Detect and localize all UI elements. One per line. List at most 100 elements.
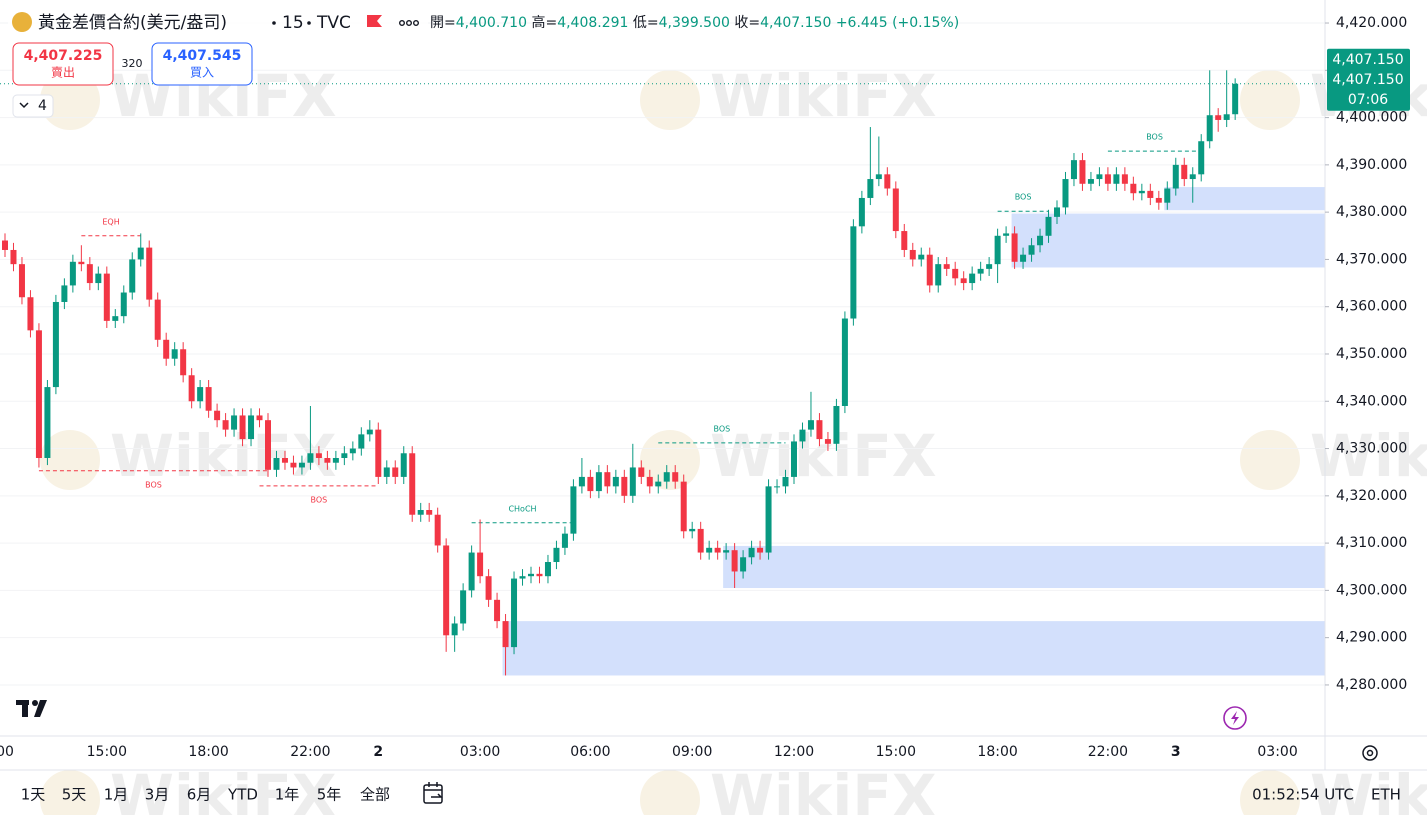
candle-body xyxy=(273,457,280,470)
header: 黃金差價合約(美元/盎司) 15 TVC 開=4,400.710 高=4,408… xyxy=(8,6,959,118)
candle-body xyxy=(892,188,899,232)
candle-body xyxy=(434,514,441,546)
flag-icon[interactable] xyxy=(367,15,382,27)
exchange[interactable]: TVC xyxy=(316,13,351,33)
range-button[interactable]: 3月 xyxy=(145,786,170,804)
candle-body xyxy=(205,387,212,411)
indicators-toggle[interactable] xyxy=(12,94,54,118)
candle-body xyxy=(986,264,993,269)
tv-logo xyxy=(16,700,47,717)
structure-label: EQH xyxy=(102,217,119,226)
range-button[interactable]: 1天 xyxy=(21,786,46,804)
range-button[interactable]: 1月 xyxy=(104,786,129,804)
candle-body xyxy=(621,476,628,496)
clock[interactable]: 01:52:54 UTC xyxy=(1252,786,1354,804)
candle-body xyxy=(1121,174,1128,184)
candle-body xyxy=(188,375,195,402)
x-tick-label: 22:00 xyxy=(1088,744,1128,760)
candle-body xyxy=(850,226,857,319)
candle-body xyxy=(1045,216,1052,236)
range-button[interactable]: 全部 xyxy=(360,786,390,804)
candle-body xyxy=(697,528,704,553)
watermark: WikiFX xyxy=(110,422,337,490)
candle-body xyxy=(1037,235,1044,246)
separator xyxy=(272,21,276,25)
spread: 320 xyxy=(122,57,143,70)
watermark-logo xyxy=(640,430,700,490)
y-tick-label: 4,350.000 xyxy=(1336,346,1407,362)
symbol-icon xyxy=(12,12,32,32)
candle-body xyxy=(807,420,814,430)
x-tick-label: 15:00 xyxy=(876,744,916,760)
candle-body xyxy=(935,264,942,286)
watermark-logo xyxy=(640,70,700,130)
buy-button[interactable] xyxy=(151,42,253,86)
candle-body xyxy=(1113,174,1120,184)
candle-body xyxy=(731,550,738,572)
candle-body xyxy=(307,453,314,463)
candle-body xyxy=(528,573,534,577)
symbol[interactable]: 黃金差價合約(美元/盎司) xyxy=(38,13,227,33)
range-button[interactable]: 5天 xyxy=(62,786,87,804)
y-tick-label: 4,360.000 xyxy=(1336,299,1407,315)
candle-body xyxy=(502,621,509,648)
candle-body xyxy=(1062,179,1069,208)
candle-body xyxy=(1138,190,1145,194)
range-button[interactable]: 5年 xyxy=(317,786,342,804)
candle-body xyxy=(1147,190,1154,198)
candle-body xyxy=(1070,160,1077,180)
candle-body xyxy=(833,405,840,444)
candle-body xyxy=(765,486,772,553)
y-tick-label: 4,420.000 xyxy=(1336,15,1407,31)
candle-body xyxy=(197,387,204,402)
candle-body xyxy=(137,247,144,260)
ohlc-label: 開= xyxy=(430,15,456,31)
candle-body xyxy=(1054,207,1060,217)
candle-body xyxy=(875,174,882,180)
candle-body xyxy=(477,552,484,577)
candle-body xyxy=(918,254,925,260)
candle-body xyxy=(426,510,433,515)
candle-body xyxy=(494,599,501,622)
zone xyxy=(723,545,1325,589)
range-button[interactable]: 1年 xyxy=(275,786,300,804)
watermark: WikiFX xyxy=(110,762,337,815)
session[interactable]: ETH xyxy=(1371,786,1401,804)
sell-button[interactable] xyxy=(12,42,114,86)
more-icon[interactable] xyxy=(399,20,420,27)
watermark-logo xyxy=(1240,430,1300,490)
zone xyxy=(502,621,1325,676)
candle-body xyxy=(1028,245,1035,255)
candle-body xyxy=(680,481,687,532)
candle-body xyxy=(180,349,187,376)
candle-body xyxy=(663,472,670,482)
candle-body xyxy=(629,467,636,496)
candle-body xyxy=(409,453,416,515)
candle-body xyxy=(2,240,8,250)
candle-body xyxy=(740,557,747,572)
candle-body xyxy=(1215,115,1222,120)
x-tick-label: 22:00 xyxy=(290,744,330,760)
candle-body xyxy=(1189,174,1196,180)
calendar-icon[interactable] xyxy=(423,782,443,804)
candle-body xyxy=(231,415,238,430)
candle-body xyxy=(519,576,526,579)
candle-body xyxy=(324,457,331,463)
candle-body xyxy=(383,467,390,477)
range-button[interactable]: 6月 xyxy=(187,786,212,804)
settings-icon[interactable] xyxy=(1362,745,1378,761)
x-tick-label: 03:00 xyxy=(1257,744,1297,760)
y-tick-label: 4,400.000 xyxy=(1336,110,1407,126)
y-tick-label: 4,380.000 xyxy=(1336,204,1407,220)
interval[interactable]: 15 xyxy=(282,13,304,33)
range-button[interactable]: YTD xyxy=(227,786,258,804)
chevron xyxy=(19,102,29,109)
alert-button[interactable] xyxy=(1223,706,1247,730)
candle-body xyxy=(485,576,492,600)
structure-label: BOS xyxy=(1146,133,1163,142)
candle-body xyxy=(578,476,585,487)
candle-body xyxy=(1020,254,1027,262)
candle-body xyxy=(689,528,696,532)
candle-body xyxy=(706,547,713,553)
